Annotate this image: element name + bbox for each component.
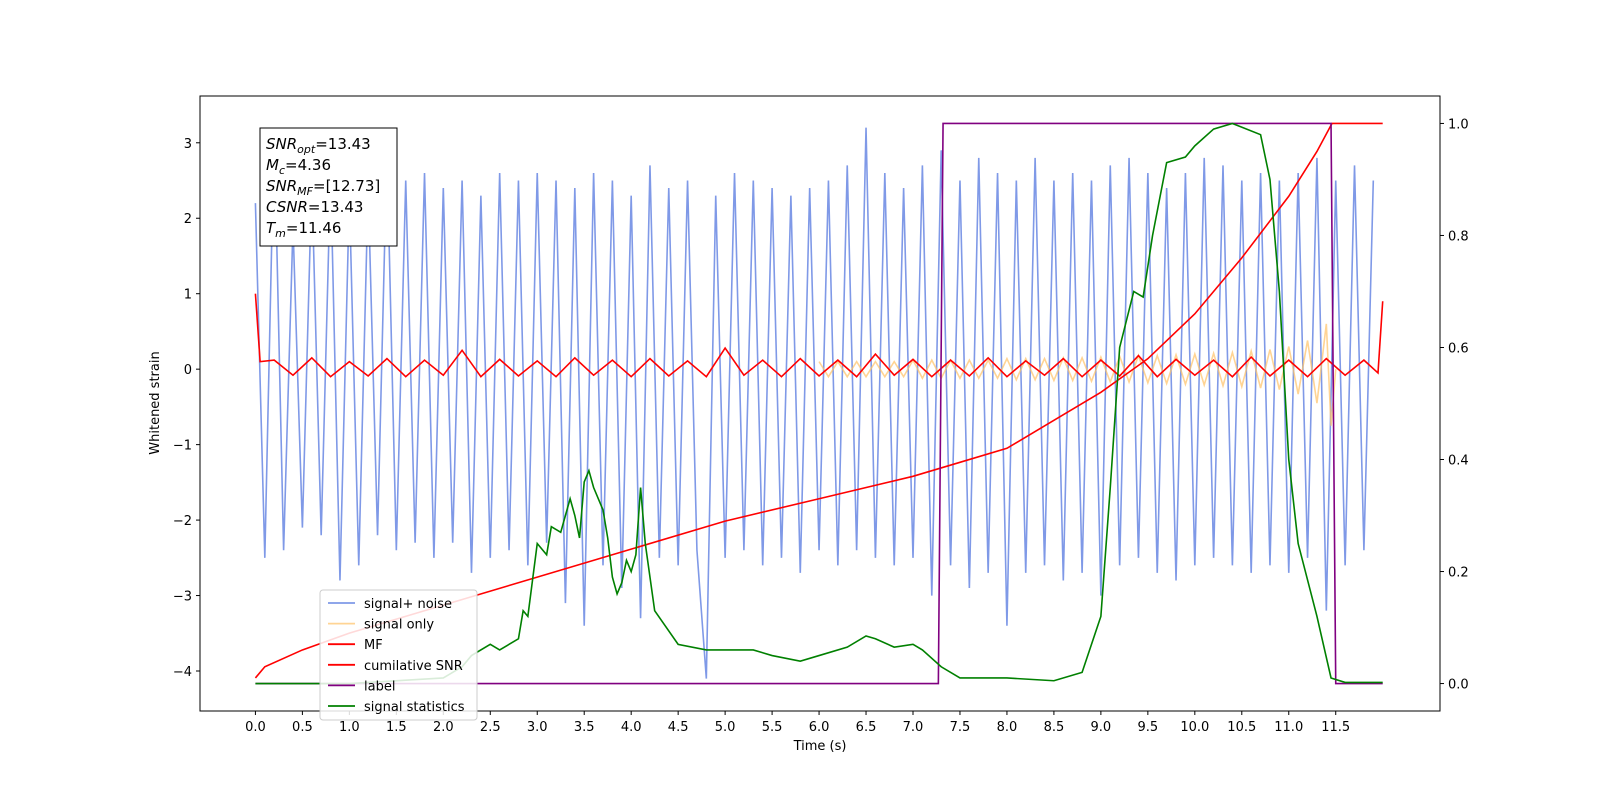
- y-tick-label: −1: [173, 439, 192, 454]
- annotation-rest: =[12.73]: [313, 177, 380, 195]
- legend-label: cumilative SNR: [364, 659, 463, 674]
- x-tick-label: 5.0: [715, 720, 736, 735]
- x-tick-label: 7.5: [950, 720, 971, 735]
- annotation-sub: opt: [297, 143, 316, 156]
- annotation-sub: MF: [297, 185, 313, 198]
- x-tick-label: 8.0: [997, 720, 1018, 735]
- x-tick-label: 6.0: [809, 720, 830, 735]
- legend-label: signal only: [364, 618, 434, 633]
- y-tick-label: −3: [173, 590, 192, 605]
- y2-tick-label: 0.2: [1448, 566, 1469, 581]
- x-tick-label: 11.5: [1321, 720, 1350, 735]
- y-tick-label: 1: [184, 288, 192, 303]
- annotation-sub: c: [279, 164, 285, 177]
- x-tick-label: 5.5: [762, 720, 783, 735]
- x-tick-label: 3.5: [574, 720, 595, 735]
- x-tick-label: 1.5: [386, 720, 407, 735]
- x-tick-label: 4.0: [621, 720, 642, 735]
- annotation-base: CSNR: [266, 198, 308, 216]
- annotation-rest: =4.36: [285, 156, 331, 174]
- annotation-sub: m: [275, 227, 286, 240]
- y2-tick-label: 0.4: [1448, 454, 1469, 469]
- annotation-base: M: [266, 156, 279, 174]
- annotation-rest: =13.43: [315, 135, 371, 153]
- legend-label: MF: [364, 638, 383, 653]
- series-line: [818, 323, 1337, 426]
- legend-label: signal+ noise: [364, 597, 452, 612]
- annotation-line: SNRopt=13.43: [266, 135, 371, 156]
- annotation-line: CSNR=13.43: [266, 198, 363, 216]
- y-tick-label: 0: [184, 363, 192, 378]
- annotation-box: [259, 127, 398, 247]
- annotation-base: SNR: [266, 135, 297, 153]
- x-tick-label: 10.0: [1180, 720, 1209, 735]
- y-tick-label: −2: [173, 514, 192, 529]
- axes-frame: [199, 95, 1441, 712]
- legend-label: signal statistics: [364, 700, 465, 715]
- legend-box: [319, 589, 478, 721]
- series-line: [254, 293, 1384, 378]
- y2-tick-label: 0.0: [1448, 678, 1469, 693]
- annotation-rest: =13.43: [308, 198, 364, 216]
- x-tick-label: 7.0: [903, 720, 924, 735]
- y-tick-label: 3: [184, 137, 192, 152]
- x-tick-label: 9.5: [1138, 720, 1159, 735]
- annotation-line: SNRMF=[12.73]: [266, 177, 380, 198]
- annotation-line: Tm=11.46: [266, 219, 341, 240]
- y-tick-label: 2: [184, 212, 192, 227]
- y2-tick-label: 0.6: [1448, 341, 1469, 356]
- y-axis-label: Whitened strain: [148, 351, 163, 454]
- y-tick-label: −4: [173, 665, 192, 680]
- annotation-rest: =11.46: [286, 219, 342, 237]
- x-tick-label: 6.5: [856, 720, 877, 735]
- x-tick-label: 4.5: [668, 720, 689, 735]
- y2-tick-label: 0.8: [1448, 229, 1469, 244]
- series-line: [255, 122, 1383, 685]
- annotation-base: T: [266, 219, 277, 237]
- annotation-line: Mc=4.36: [266, 156, 331, 177]
- x-tick-label: 3.0: [527, 720, 548, 735]
- x-tick-label: 0.5: [292, 720, 313, 735]
- y2-tick-label: 1.0: [1448, 117, 1469, 132]
- legend-label: label: [364, 679, 395, 694]
- series-line: [254, 127, 1375, 679]
- x-tick-label: 0.0: [245, 720, 266, 735]
- x-tick-label: 2.5: [480, 720, 501, 735]
- x-tick-label: 10.5: [1227, 720, 1256, 735]
- series-line: [255, 122, 1383, 685]
- annotation-base: SNR: [266, 177, 297, 195]
- x-tick-label: 9.0: [1091, 720, 1112, 735]
- x-tick-label: 2.0: [433, 720, 454, 735]
- x-axis-label: Time (s): [793, 739, 847, 754]
- x-tick-label: 1.0: [339, 720, 360, 735]
- x-tick-label: 11.0: [1274, 720, 1303, 735]
- x-tick-label: 8.5: [1044, 720, 1065, 735]
